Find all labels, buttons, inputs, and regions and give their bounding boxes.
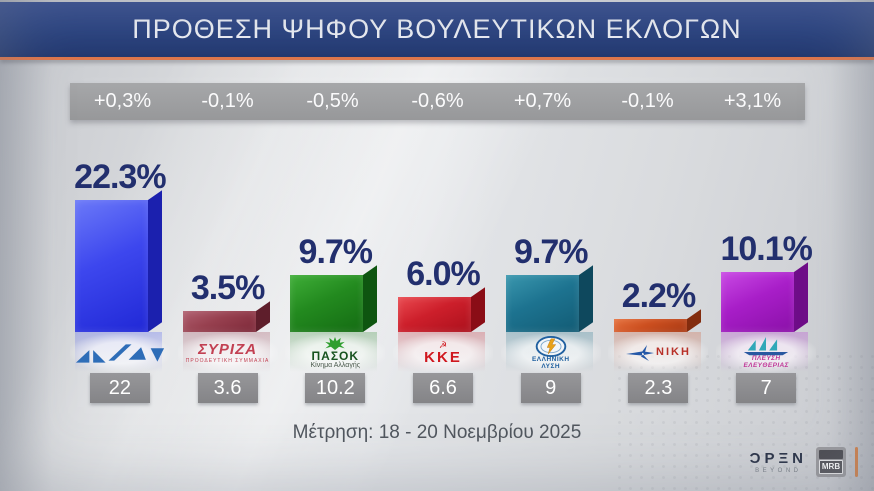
bar-chart: 22.3% 22 3.5% — [66, 130, 820, 410]
sailboat-icon — [744, 336, 789, 355]
mrb-logo-text: MRB — [819, 460, 843, 474]
bar-plefsi — [721, 272, 795, 332]
syriza-logo-subtext: ΠΡΟΟΔΕΥΤΙΚΗ ΣΥΜΜΑΧΙΑ — [185, 357, 270, 364]
bar-niki — [613, 319, 687, 332]
previous-value-box: 6.6 — [413, 373, 474, 403]
percent-label: 9.7% — [298, 233, 373, 271]
accent-tick — [855, 447, 858, 477]
previous-value-box: 10.2 — [305, 373, 366, 403]
change-label: -0,5% — [306, 90, 359, 112]
party-column-pasok: 9.7% ΠΑΣΟΚ Κίνημα Αλλαγής 10.2 — [281, 130, 389, 410]
change-strip: +0,3% -0,1% -0,5% -0,6% +0,7% -0,1% +3,1… — [70, 83, 805, 120]
hammer-sickle-icon: ☭ — [438, 339, 448, 350]
pasok-logo-text: ΠΑΣΟΚ — [311, 348, 360, 363]
syriza-logo-text: ΣΥΡΙΖΑ — [198, 341, 258, 358]
mrb-logo-bar — [819, 450, 843, 459]
page-title: ΠΡΟΘΕΣΗ ΨΗΦΟΥ ΒΟΥΛΕΥΤΙΚΩΝ ΕΚΛΟΓΩΝ — [132, 14, 742, 44]
bar-side-kke — [471, 287, 486, 332]
percent-label: 3.5% — [190, 269, 265, 307]
plefsi-logo: ΠΛΕΥΣΗ ΕΛΕΥΘΕΡΙΑΣ — [716, 334, 817, 372]
change-label: +0,7% — [513, 90, 572, 112]
change-label: +3,1% — [723, 90, 782, 112]
title-bar: ΠΡΟΘΕΣΗ ΨΗΦΟΥ ΒΟΥΛΕΥΤΙΚΩΝ ΕΚΛΟΓΩΝ — [0, 2, 874, 57]
pasok-logo: ΠΑΣΟΚ Κίνημα Αλλαγής — [285, 334, 386, 372]
open-channel-logo: ƆPΞN BEYOND — [750, 450, 807, 474]
compass-lightning-icon — [535, 335, 567, 357]
bar-side-plefsi — [794, 262, 809, 332]
open-logo-text: ƆPΞN — [749, 450, 807, 467]
bar-side-nd — [148, 190, 162, 332]
bar-kke — [398, 297, 472, 332]
change-label: -0,1% — [201, 90, 254, 112]
percent-label: 22.3% — [74, 158, 166, 196]
plefsi-text-2: ΕΛΕΥΘΕΡΙΑΣ — [743, 361, 789, 369]
party-column-kke: 6.0% ☭ ΚΚΕ 6.6 — [389, 130, 497, 410]
change-label: -0,1% — [621, 90, 674, 112]
previous-value-box: 9 — [520, 373, 581, 403]
syriza-logo: ΣΥΡΙΖΑ ΠΡΟΟΔΕΥΤΙΚΗ ΣΥΜΜΑΧΙΑ — [177, 334, 278, 372]
pasok-logo-subtext: Κίνημα Αλλαγής — [310, 362, 361, 370]
elliniki-lysi-text-1: ΕΛΛΗΝΙΚΗ — [531, 355, 570, 363]
change-label: +0,3% — [93, 90, 152, 112]
beyond-label: BEYOND — [755, 468, 802, 474]
previous-value-box: 3.6 — [197, 373, 258, 403]
pasok-sun-icon — [325, 336, 346, 350]
party-column-plefsi: 10.1% ΠΛΕΥΣΗ ΕΛΕΥΘΕΡΙΑΣ 7 — [712, 130, 820, 410]
bar-side-pasok — [363, 265, 378, 332]
mrb-logo: MRB — [816, 447, 846, 477]
bar-syriza — [182, 311, 256, 332]
party-column-niki: 2.2% ΝΙΚΗ 2.3 — [605, 130, 713, 410]
elliniki-lysi-logo: ΕΛΛΗΝΙΚΗ ΛΥΣΗ — [500, 334, 601, 372]
previous-value-box: 2.3 — [628, 373, 689, 403]
niki-logo: ΝΙΚΗ — [608, 334, 709, 372]
bar-elliniki-lysi — [505, 275, 579, 332]
measurement-note: Μέτρηση: 18 - 20 Νοεμβρίου 2025 — [292, 422, 582, 443]
percent-label: 10.1% — [720, 230, 812, 268]
party-column-nd: 22.3% 22 — [66, 130, 174, 410]
plefsi-text-1: ΠΛΕΥΣΗ — [751, 354, 781, 362]
branding-area: ƆPΞN BEYOND MRB — [750, 447, 858, 477]
party-column-elliniki-lysi: 9.7% ΕΛΛΗΝΙΚΗ ΛΥΣΗ 9 — [497, 130, 605, 410]
bar-side-elliniki-lysi — [578, 265, 593, 332]
niki-star-icon — [626, 345, 654, 361]
elliniki-lysi-text-2: ΛΥΣΗ — [541, 362, 561, 370]
nd-logo-icon — [69, 334, 170, 372]
niki-logo-text: ΝΙΚΗ — [656, 346, 691, 359]
bar-nd — [75, 200, 148, 332]
party-column-syriza: 3.5% ΣΥΡΙΖΑ ΠΡΟΟΔΕΥΤΙΚΗ ΣΥΜΜΑΧΙΑ 3.6 — [174, 130, 282, 410]
accent-line — [0, 57, 874, 60]
percent-label: 2.2% — [621, 277, 696, 315]
percent-label: 9.7% — [513, 233, 588, 271]
percent-label: 6.0% — [406, 255, 480, 293]
change-label: -0,6% — [411, 90, 464, 112]
kke-logo: ☭ ΚΚΕ — [393, 334, 494, 372]
previous-value-box: 7 — [736, 373, 797, 403]
previous-value-box: 22 — [89, 373, 150, 403]
kke-logo-text: ΚΚΕ — [424, 348, 462, 366]
bar-pasok — [290, 275, 364, 332]
